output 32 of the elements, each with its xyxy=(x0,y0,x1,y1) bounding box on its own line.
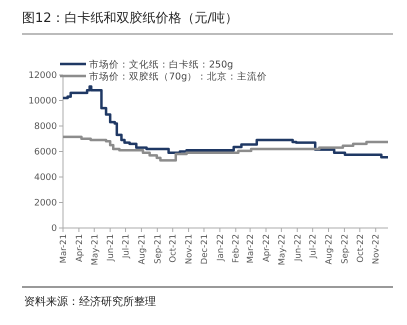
chart-title: 图12：白卡纸和双胶纸价格（元/吨） xyxy=(22,11,238,26)
x-tick-label: Aug-21 xyxy=(137,234,148,264)
x-tick-label: Nov-22 xyxy=(372,234,382,264)
x-tick-label: Nov-21 xyxy=(184,234,195,264)
x-tick-label: Jul-21 xyxy=(122,234,132,260)
y-tick-label: 8000 xyxy=(34,122,58,132)
x-tick-label: Jul-22 xyxy=(308,234,319,260)
legend-label: 市场价：文化纸：白卡纸：250g xyxy=(89,58,234,70)
y-tick-label: 12000 xyxy=(28,71,58,82)
x-tick-label: Oct-21 xyxy=(168,234,179,263)
x-tick-label: May-21 xyxy=(90,234,100,266)
y-tick-label: 4000 xyxy=(34,173,58,184)
legend-label: 市场价：双胶纸（70g）：北京：主流价 xyxy=(89,70,268,82)
text: 资料来源：经济研究所整理 xyxy=(24,295,156,308)
x-tick-label: Dec-21 xyxy=(200,234,210,264)
y-tick-label: 2000 xyxy=(34,198,58,209)
x-tick-label: Jun-22 xyxy=(293,234,304,262)
x-tick-label: Mar-22 xyxy=(246,234,256,264)
x-tick-label: Sep-22 xyxy=(340,234,350,264)
x-tick-label: May-22 xyxy=(277,234,288,266)
x-tick-label: Jun-21 xyxy=(106,234,116,262)
y-tick-label: 10000 xyxy=(28,96,58,107)
x-tick-label: Sep-21 xyxy=(153,234,164,264)
x-tick-label: Jan-22 xyxy=(216,234,226,262)
x-tick-label: Mar-21 xyxy=(58,234,69,264)
x-tick-label: Apr-22 xyxy=(262,234,272,262)
x-tick-label: Feb-22 xyxy=(232,234,242,263)
x-tick-label: Oct-22 xyxy=(356,234,366,263)
y-tick-label: 6000 xyxy=(34,148,58,158)
y-tick-label: 0 xyxy=(51,224,58,234)
x-tick-label: Apr-21 xyxy=(74,234,85,262)
x-tick-label: Aug-22 xyxy=(324,234,335,264)
